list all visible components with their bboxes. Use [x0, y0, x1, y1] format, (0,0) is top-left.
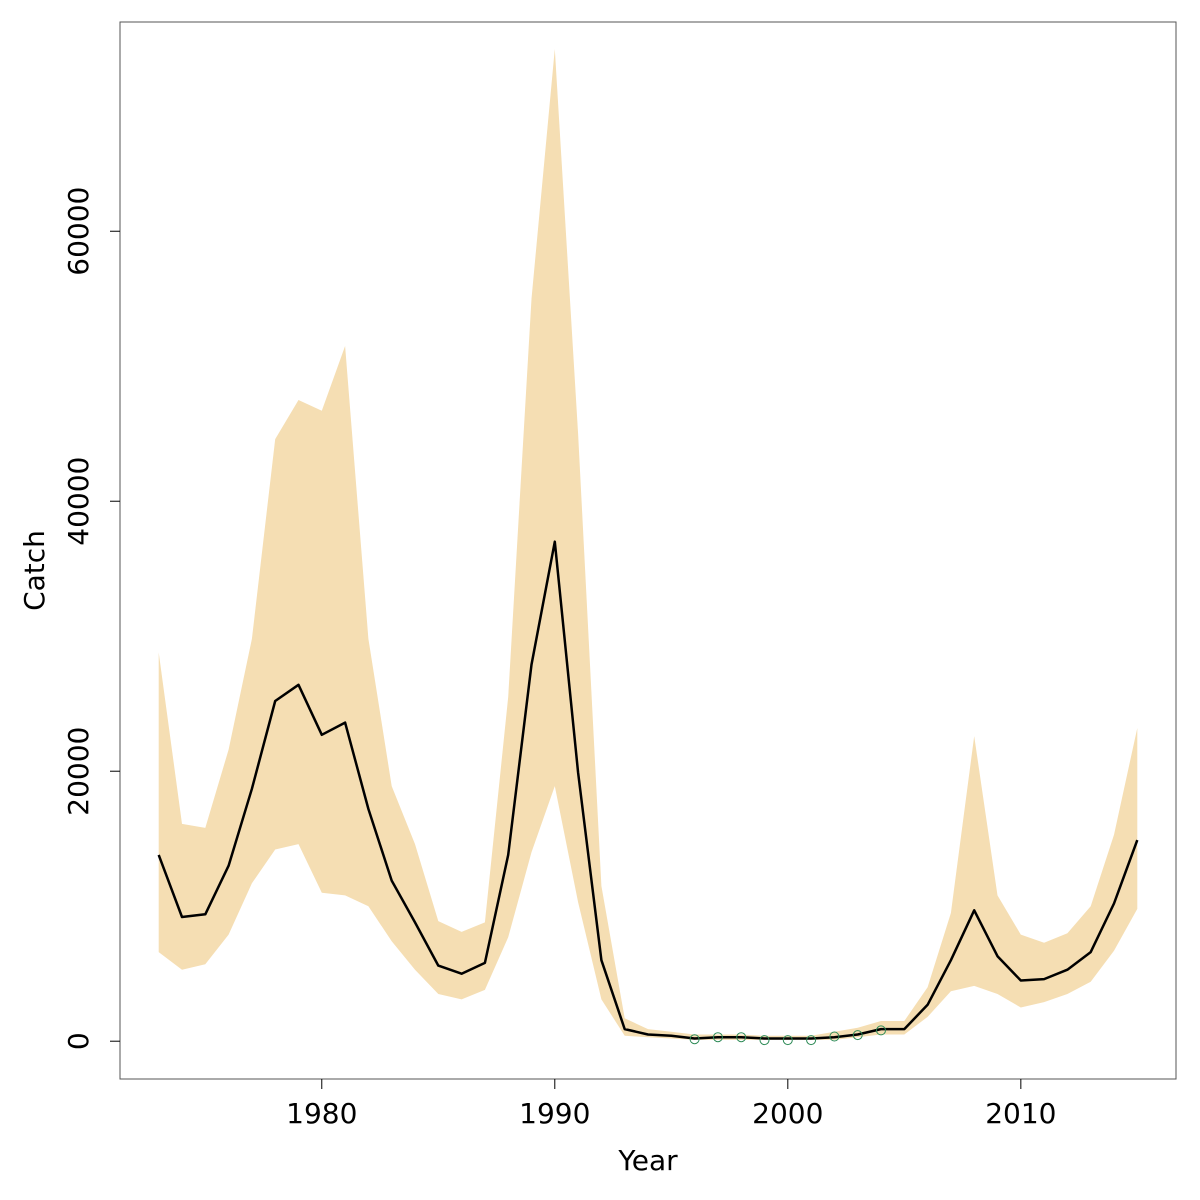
observed-point: [689, 1034, 700, 1045]
x-tick-label: 1990: [519, 1097, 590, 1130]
x-tick-label: 2010: [985, 1097, 1056, 1130]
x-tick-label: 2000: [752, 1097, 823, 1130]
y-tick-label: 40000: [62, 457, 95, 546]
observed-point: [759, 1035, 770, 1046]
confidence-band-layer: [158, 49, 1138, 1040]
observed-point: [852, 1030, 863, 1041]
observed-points-layer: [689, 1025, 886, 1046]
y-axis: 0 20000 40000 60000: [62, 187, 120, 1050]
y-axis-title: Catch: [18, 530, 51, 611]
y-tick-label: 0: [62, 1032, 95, 1050]
observed-point: [736, 1032, 747, 1043]
plot-frame: [119, 21, 1177, 1080]
x-axis-title: Year: [617, 1144, 678, 1177]
catch-line-layer: [157, 540, 1139, 1040]
x-axis: 1980 1990 2000 2010: [286, 1079, 1056, 1130]
y-tick-label: 20000: [62, 727, 95, 816]
confidence-band: [158, 49, 1138, 1040]
catch-line: [157, 540, 1139, 1040]
observed-point: [782, 1035, 793, 1046]
x-tick-label: 1980: [286, 1097, 357, 1130]
y-tick-label: 60000: [62, 187, 95, 276]
observed-point: [712, 1032, 723, 1043]
observed-point: [829, 1031, 840, 1042]
observed-point: [806, 1035, 817, 1046]
observed-point: [876, 1025, 886, 1036]
